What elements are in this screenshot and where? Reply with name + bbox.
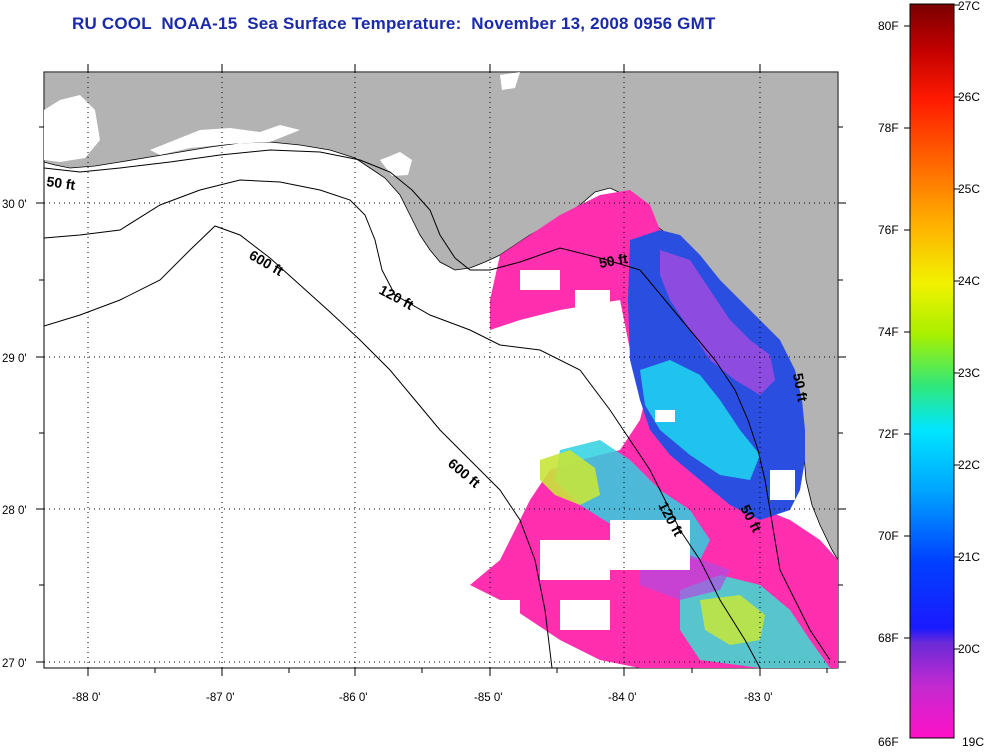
- lon-label: -88 0': [72, 692, 100, 704]
- contour-50ft-north: [44, 149, 641, 271]
- colorbar-c-label: 21C: [958, 550, 980, 564]
- lat-label: 30 0': [2, 199, 27, 211]
- colorbar-c-label: 20C: [958, 642, 980, 656]
- colorbar-c-label: 24C: [958, 274, 980, 288]
- cloud-gaps: [480, 270, 795, 640]
- colorbar-c-label: 25C: [958, 182, 980, 196]
- lon-label: -87 0': [206, 692, 234, 704]
- lat-label: 29 0': [2, 353, 27, 365]
- frame-ticks: [36, 64, 846, 676]
- bay-4: [500, 72, 520, 90]
- lat-label: 28 0': [2, 505, 27, 517]
- colorbar-f-label: 80F: [878, 19, 899, 33]
- bay-3: [380, 152, 412, 176]
- contour-label: 50 ft: [46, 173, 77, 193]
- sst-purple-region: [660, 250, 775, 395]
- colorbar-f-label: 68F: [878, 631, 899, 645]
- sst-cyan-region: [640, 360, 760, 480]
- sst-yellow-patch: [540, 450, 600, 505]
- colorbar-c-label: 26C: [958, 90, 980, 104]
- colorbar-f-label: 74F: [878, 325, 899, 339]
- lon-label: -85 0': [474, 692, 502, 704]
- colorbar-c-label: 19C: [962, 735, 984, 749]
- bay-2: [150, 125, 300, 155]
- colorbar-f-label: 70F: [878, 529, 899, 543]
- bay-1: [44, 95, 100, 162]
- lon-label: -86 0': [339, 692, 367, 704]
- lon-label: -84 0': [608, 692, 636, 704]
- colorbar-f-label: 78F: [878, 121, 899, 135]
- colorbar-f-label: 72F: [878, 427, 899, 441]
- map-title: RU COOL NOAA-15 Sea Surface Temperature:…: [72, 14, 716, 33]
- colorbar-c-label: 22C: [958, 458, 980, 472]
- contour-label: 50 ft: [598, 250, 629, 271]
- contour-label: 50 ft: [790, 372, 811, 403]
- colorbar-c-label: 27C: [958, 0, 980, 13]
- lat-label: 27 0': [2, 658, 27, 670]
- colorbar-gradient: [909, 3, 955, 739]
- colorbar-f-label: 66F: [878, 735, 899, 749]
- colorbar-c-label: 23C: [958, 366, 980, 380]
- contour-50ft-east: [639, 269, 831, 661]
- contour-600ft: [44, 225, 553, 668]
- lon-label: -83 0': [744, 692, 772, 704]
- colorbar-f-label: 76F: [878, 223, 899, 237]
- colorbar: 80F 78F 76F 74F 72F 70F 68F 66F 27C 26C …: [878, 0, 984, 749]
- contour-120ft: [44, 179, 761, 668]
